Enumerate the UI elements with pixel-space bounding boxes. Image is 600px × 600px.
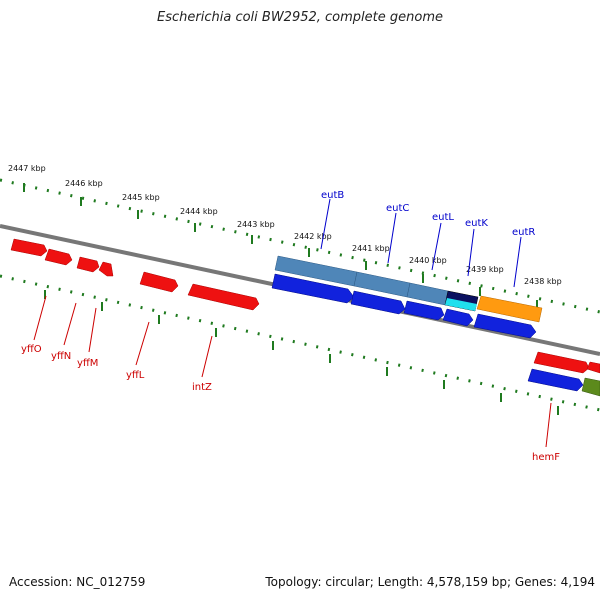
gene-blue-4[interactable] bbox=[442, 308, 474, 327]
kbp-label: 2439 kbp bbox=[466, 265, 504, 274]
gene-label-intZ: intZ bbox=[192, 382, 212, 393]
gene-yffL[interactable] bbox=[139, 271, 179, 293]
gene-blue-5[interactable] bbox=[473, 313, 537, 339]
label-line-intZ bbox=[201, 335, 213, 378]
gene-label-yffM: yffM bbox=[77, 358, 98, 369]
gene-label-hemF: hemF bbox=[532, 452, 560, 463]
gene-label-eutB: eutB bbox=[321, 190, 344, 201]
gene-right-olive[interactable] bbox=[581, 377, 600, 397]
label-line-eutK bbox=[467, 228, 475, 277]
kbp-label: 2445 kbp bbox=[122, 193, 160, 202]
gene-blue-3[interactable] bbox=[403, 300, 445, 321]
kbp-label: 2447 kbp bbox=[8, 164, 46, 173]
gene-yffM-b[interactable] bbox=[98, 261, 114, 277]
label-line-yffN bbox=[63, 302, 77, 346]
gene-hemF[interactable] bbox=[533, 351, 590, 374]
gene-label-yffL: yffL bbox=[126, 370, 145, 381]
label-line-hemF bbox=[545, 402, 552, 448]
major-ticks bbox=[23, 183, 559, 415]
kbp-label: 2441 kbp bbox=[352, 244, 390, 253]
gene-intZ[interactable] bbox=[187, 283, 260, 311]
reverse-genes bbox=[10, 238, 600, 374]
kbp-label: 2444 kbp bbox=[180, 207, 218, 216]
kbp-label: 2440 kbp bbox=[409, 256, 447, 265]
label-line-eutR bbox=[513, 236, 522, 288]
label-line-yffM bbox=[88, 307, 97, 353]
gene-label-yffO: yffO bbox=[21, 344, 42, 355]
kbp-label: 2438 kbp bbox=[524, 277, 562, 286]
gene-right-edge[interactable] bbox=[586, 361, 600, 374]
gene-yffM[interactable] bbox=[76, 256, 100, 273]
gene-label-eutC: eutC bbox=[386, 203, 409, 214]
gene-eutL[interactable] bbox=[406, 282, 449, 306]
gene-yffN[interactable] bbox=[44, 248, 73, 266]
kbp-label: 2446 kbp bbox=[65, 179, 103, 188]
gene-yffO[interactable] bbox=[10, 238, 48, 257]
label-line-yffO bbox=[33, 295, 47, 341]
kbp-label: 2442 kbp bbox=[294, 232, 332, 241]
label-line-eutL bbox=[431, 222, 442, 271]
label-line-eutB bbox=[320, 198, 331, 250]
forward-genes-lower bbox=[271, 273, 584, 392]
gene-blue-6[interactable] bbox=[527, 368, 584, 392]
kbp-label: 2443 kbp bbox=[237, 220, 275, 229]
label-line-yffL bbox=[135, 321, 150, 366]
gene-eutR[interactable] bbox=[476, 295, 543, 323]
gene-blue-2[interactable] bbox=[350, 290, 406, 315]
accession-label: Accession: NC_012759 bbox=[9, 575, 146, 589]
gene-eutK-b[interactable] bbox=[445, 298, 477, 311]
gene-label-eutK: eutK bbox=[465, 218, 488, 229]
gene-label-eutR: eutR bbox=[512, 227, 535, 238]
label-line-eutC bbox=[387, 212, 397, 264]
map-title: Escherichia coli BW2952, complete genome bbox=[157, 10, 443, 25]
gene-label-eutL: eutL bbox=[432, 212, 454, 223]
genome-stats-label: Topology: circular; Length: 4,578,159 bp… bbox=[265, 575, 595, 589]
gene-label-yffN: yffN bbox=[51, 351, 71, 362]
gene-blue-1[interactable] bbox=[271, 273, 355, 304]
forward-genes-upper bbox=[274, 255, 600, 397]
